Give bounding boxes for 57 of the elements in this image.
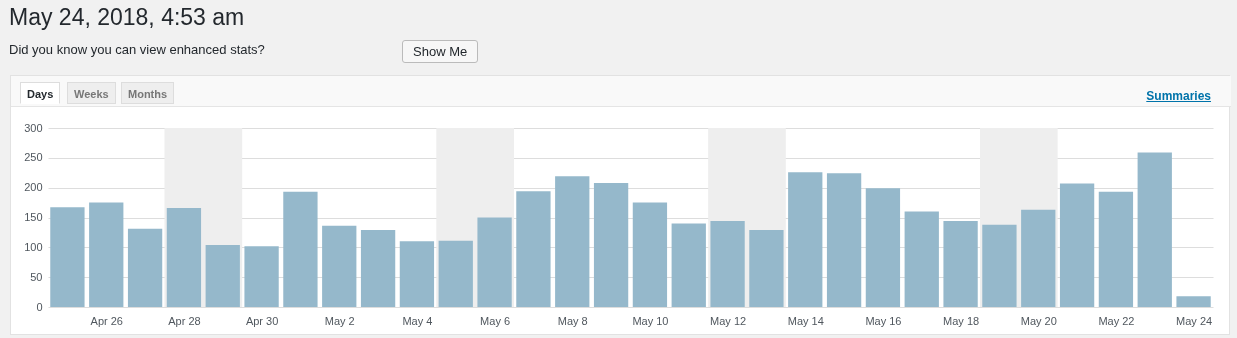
- bar: [516, 191, 551, 307]
- x-tick-label: Apr 28: [168, 314, 201, 327]
- text: Show Me: [402, 40, 479, 63]
- bar: [710, 221, 745, 307]
- x-tick-label: May 4: [402, 314, 433, 327]
- bar: [50, 207, 85, 307]
- chart-title: May 24, 2018, 4:53 am: [9, 4, 245, 31]
- y-tick-label: 250: [24, 151, 43, 164]
- y-tick-label: 100: [24, 240, 43, 253]
- bar: [904, 211, 939, 307]
- bar: [632, 202, 668, 307]
- bar: [555, 176, 590, 307]
- x-tick-label: May 18: [943, 314, 980, 327]
- text: Months: [121, 82, 175, 104]
- x-tick-label: May 12: [710, 314, 747, 327]
- text: Days: [20, 82, 61, 104]
- x-tick-label: Apr 26: [90, 314, 123, 327]
- bar: [166, 207, 202, 307]
- bar: [322, 225, 357, 307]
- x-tick-label: May 16: [865, 314, 902, 327]
- x-tick-label: May 22: [1098, 314, 1135, 327]
- y-tick-label: 150: [24, 211, 43, 223]
- bar: [244, 246, 279, 307]
- text: Weeks: [67, 82, 116, 104]
- bar: [982, 224, 1017, 307]
- bar: [593, 182, 629, 307]
- x-tick-label: May 20: [1020, 314, 1057, 327]
- x-tick-label: May 8: [557, 314, 588, 327]
- bar: [865, 188, 901, 307]
- x-tick-label: Apr 30: [245, 314, 279, 327]
- chart-subtitle: Did you know you can view enhanced stats?: [9, 42, 265, 57]
- x-tick-label: May 14: [787, 314, 824, 327]
- bar: [826, 173, 862, 307]
- y-tick-label: 0: [36, 300, 43, 313]
- bar: [1137, 152, 1172, 307]
- bar: [360, 230, 396, 307]
- bar: [89, 202, 124, 307]
- x-tick-label: May 24: [1176, 314, 1213, 327]
- bar: [749, 230, 784, 307]
- y-tick-label: 200: [24, 181, 43, 194]
- y-tick-label: 300: [24, 121, 43, 134]
- bar: [283, 191, 318, 307]
- bar: [671, 223, 706, 307]
- x-tick-label: May 10: [632, 314, 669, 327]
- text: Summaries: [1146, 89, 1211, 103]
- bar: [1176, 296, 1211, 307]
- bar: [127, 228, 163, 307]
- bar: [399, 241, 435, 307]
- bar: [205, 244, 240, 307]
- y-tick-label: 50: [30, 270, 43, 283]
- bar: [943, 221, 978, 307]
- bar: [438, 240, 473, 307]
- x-tick-label: May 6: [480, 314, 511, 327]
- bar: [477, 217, 512, 307]
- x-tick-label: May 2: [324, 314, 355, 327]
- bar: [1098, 191, 1134, 307]
- bar: [1021, 209, 1056, 307]
